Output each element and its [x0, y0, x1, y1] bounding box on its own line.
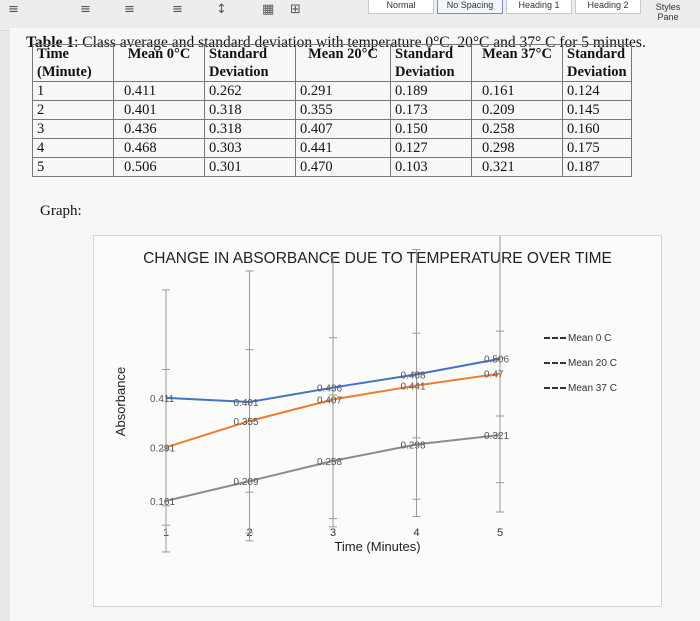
document-page[interactable]: Table 1: Class average and standard devi… [10, 28, 700, 621]
align-center-icon[interactable]: ≡ [80, 2, 91, 17]
legend-dash-icon [544, 362, 566, 365]
chart-plot: 123450.4110.4010.4360.4680.5060.2910.355… [150, 236, 509, 553]
header-sd-20: Standard Deviation [390, 44, 472, 82]
table-header-row: Time (Minute) Mean 0°C Standard Deviation … [32, 44, 632, 82]
ribbon-toolbar: ≡ ≡ ≡ ≡ ↕ ▦ ⊞ Normal No Spacing Heading … [0, 0, 700, 31]
table-cell: 1 [32, 81, 114, 101]
data-label: 0.355 [234, 417, 259, 428]
data-label: 0.321 [484, 431, 509, 442]
table-cell: 0.355 [295, 100, 391, 120]
table-cell: 0.303 [204, 138, 296, 158]
table-cell: 0.124 [562, 81, 632, 101]
table-cell: 0.506 [113, 157, 205, 177]
data-label: 0.298 [401, 440, 426, 451]
header-sd-37: Standard Deviation [562, 44, 632, 82]
data-table: Time (Minute) Mean 0°C Standard Deviation … [32, 44, 632, 177]
legend-dash-icon [544, 387, 566, 390]
legend-dash-icon [544, 337, 566, 340]
data-label: 0.468 [401, 370, 426, 381]
table-cell: 0.103 [390, 157, 472, 177]
series-line-1 [165, 372, 501, 449]
styles-pane-button[interactable]: Styles Pane [645, 2, 691, 22]
legend-item-mean-20: Mean 20 C [544, 358, 617, 383]
header-sd-0: Standard Deviation [204, 44, 296, 82]
table-cell: 0.209 [471, 100, 563, 120]
table-cell: 0.150 [390, 119, 472, 139]
data-label: 0.161 [150, 497, 175, 508]
table-cell: 0.127 [390, 138, 472, 158]
data-label: 0.441 [401, 382, 426, 393]
table-cell: 0.321 [471, 157, 563, 177]
legend-item-mean-0: Mean 0 C [544, 333, 617, 358]
header-mean-37: Mean 37°C [471, 44, 563, 82]
legend-item-mean-37: Mean 37 C [544, 383, 617, 408]
table-cell: 4 [32, 138, 114, 158]
header-time: Time (Minute) [32, 44, 114, 82]
data-label: 0.401 [234, 398, 259, 409]
table-cell: 0.401 [113, 100, 205, 120]
table-cell: 0.173 [390, 100, 472, 120]
table-cell: 0.175 [562, 138, 632, 158]
table-cell: 2 [32, 100, 114, 120]
chart-title: CHANGE IN ABSORBANCE DUE TO TEMPERATURE … [143, 250, 612, 267]
graph-label: Graph: [40, 203, 82, 219]
style-heading-1[interactable]: Heading 1 [506, 0, 572, 14]
header-mean-0: Mean 0°C [113, 44, 205, 82]
table-cell: 0.441 [295, 138, 391, 158]
table-cell: 0.411 [113, 81, 205, 101]
shading-icon[interactable]: ▦ [262, 2, 275, 17]
table-row: 5 0.506 0.301 0.470 0.103 0.321 0.187 [32, 157, 632, 177]
table-row: 4 0.468 0.303 0.441 0.127 0.298 0.175 [32, 138, 632, 158]
style-heading-2[interactable]: Heading 2 [575, 0, 641, 14]
table-row: 2 0.401 0.318 0.355 0.173 0.209 0.145 [32, 100, 632, 120]
line-spacing-icon[interactable]: ↕ [216, 2, 227, 17]
chart-legend: Mean 0 C Mean 20 C Mean 37 C [544, 333, 617, 408]
styles-pane-label-1: Styles [655, 2, 681, 12]
table-cell: 0.187 [562, 157, 632, 177]
table-cell: 0.262 [204, 81, 296, 101]
justify-full-icon[interactable]: ≡ [172, 2, 183, 17]
data-label: 0.411 [150, 394, 175, 405]
table-cell: 0.291 [295, 81, 391, 101]
data-label: 0.407 [317, 396, 342, 407]
series-line-2 [165, 433, 501, 502]
series-line-0 [165, 357, 501, 403]
align-right-icon[interactable]: ≡ [124, 2, 135, 17]
data-label: 0.506 [484, 355, 509, 366]
y-axis-label: Absorbance [113, 366, 129, 437]
table-cell: 0.298 [471, 138, 563, 158]
table-cell: 0.318 [204, 100, 296, 120]
table-cell: 0.301 [204, 157, 296, 177]
table-cell: 0.160 [562, 119, 632, 139]
x-axis-label: Time (Minutes) [334, 539, 421, 554]
x-tick-label: 5 [497, 527, 503, 539]
data-label: 0.436 [317, 384, 342, 395]
table-cell: 0.258 [471, 119, 563, 139]
justify-icon[interactable]: ≡ [8, 2, 19, 17]
table-cell: 0.407 [295, 119, 391, 139]
styles-pane-label-2: Pane [657, 12, 679, 22]
table-cell: 0.470 [295, 157, 391, 177]
borders-icon[interactable]: ⊞ [290, 2, 301, 17]
table-cell: 0.436 [113, 119, 205, 139]
x-tick-label: 4 [413, 527, 419, 539]
table-cell: 5 [32, 157, 114, 177]
line-chart[interactable]: CHANGE IN ABSORBANCE DUE TO TEMPERATURE … [93, 235, 662, 607]
data-label: 0.258 [317, 457, 342, 468]
style-normal[interactable]: Normal [368, 0, 434, 14]
data-label: 0.47 [484, 370, 504, 381]
table-row: 1 0.411 0.262 0.291 0.189 0.161 0.124 [32, 81, 632, 101]
table-cell: 0.145 [562, 100, 632, 120]
table-cell: 0.161 [471, 81, 563, 101]
header-mean-20: Mean 20°C [295, 44, 391, 82]
table-cell: 3 [32, 119, 114, 139]
table-row: 3 0.436 0.318 0.407 0.150 0.258 0.160 [32, 119, 632, 139]
table-cell: 0.318 [204, 119, 296, 139]
table-cell: 0.189 [390, 81, 472, 101]
x-tick-label: 3 [330, 527, 336, 539]
data-label: 0.291 [150, 443, 175, 454]
data-label: 0.209 [234, 477, 259, 488]
table-cell: 0.468 [113, 138, 205, 158]
style-no-spacing[interactable]: No Spacing [437, 0, 503, 14]
